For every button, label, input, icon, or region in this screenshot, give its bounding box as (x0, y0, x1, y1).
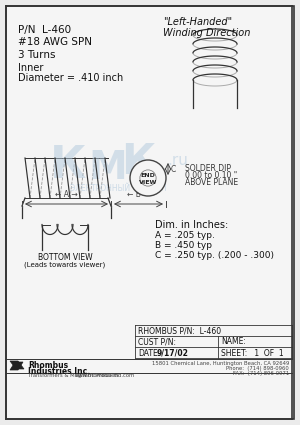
Text: DATE:: DATE: (138, 348, 160, 357)
Text: SHEET:   1  OF  1: SHEET: 1 OF 1 (221, 348, 284, 357)
Text: NAME:: NAME: (221, 337, 246, 346)
Text: C: C (171, 164, 176, 173)
Text: B = .450 typ: B = .450 typ (155, 241, 212, 250)
Text: Inner: Inner (18, 63, 44, 73)
Text: К: К (121, 141, 155, 183)
Text: Rhombus: Rhombus (28, 361, 68, 370)
Text: ЭЛЕКТРОННЫЙ  ПОРТАЛ: ЭЛЕКТРОННЫЙ ПОРТАЛ (70, 184, 166, 193)
Text: Transformers & Magnetic Products: Transformers & Magnetic Products (28, 373, 119, 378)
Text: FAX:  (714) 896-0971: FAX: (714) 896-0971 (233, 371, 289, 376)
Text: 15801 Chemical Lane, Huntington Beach, CA 92649: 15801 Chemical Lane, Huntington Beach, C… (152, 361, 289, 366)
Text: Industries Inc.: Industries Inc. (28, 367, 90, 376)
Text: .ru: .ru (168, 153, 188, 167)
Text: 0.00 to 0.10 ": 0.00 to 0.10 " (185, 171, 237, 180)
Text: C = .250 typ. (.200 - .300): C = .250 typ. (.200 - .300) (155, 251, 274, 260)
Text: RHOMBUS P/N:  L-460: RHOMBUS P/N: L-460 (138, 326, 221, 335)
Text: 9/17/02: 9/17/02 (157, 348, 189, 357)
Text: BOTTOM VIEW: BOTTOM VIEW (38, 253, 92, 262)
Text: CUST P/N:: CUST P/N: (138, 337, 176, 346)
Text: ← B →: ← B → (127, 190, 150, 199)
Text: END: END (141, 173, 155, 178)
Text: www.rhombus-ind.com: www.rhombus-ind.com (75, 373, 135, 378)
Text: VIEW: VIEW (139, 179, 157, 184)
Text: 3 Turns: 3 Turns (18, 50, 56, 60)
Text: ← A →: ← A → (55, 190, 78, 199)
Text: Winding Direction: Winding Direction (163, 28, 250, 38)
Text: (Leads towards viewer): (Leads towards viewer) (24, 261, 106, 267)
Text: P/N  L-460: P/N L-460 (18, 25, 71, 35)
Circle shape (89, 161, 117, 189)
Polygon shape (10, 361, 24, 369)
Text: #18 AWG SPN: #18 AWG SPN (18, 37, 92, 47)
Polygon shape (10, 362, 23, 370)
Text: A = .205 typ.: A = .205 typ. (155, 231, 215, 240)
Text: ABOVE PLANE: ABOVE PLANE (185, 178, 238, 187)
Text: "Left-Handed": "Left-Handed" (163, 17, 232, 27)
Text: Dim. in Inches:: Dim. in Inches: (155, 220, 228, 230)
Text: К: К (50, 144, 86, 187)
Circle shape (130, 160, 166, 196)
Text: Diameter = .410 inch: Diameter = .410 inch (18, 73, 123, 83)
Text: Phone:  (714) 898-0960: Phone: (714) 898-0960 (226, 366, 289, 371)
Text: SOLDER DIP: SOLDER DIP (185, 164, 231, 173)
Text: М: М (88, 149, 128, 187)
